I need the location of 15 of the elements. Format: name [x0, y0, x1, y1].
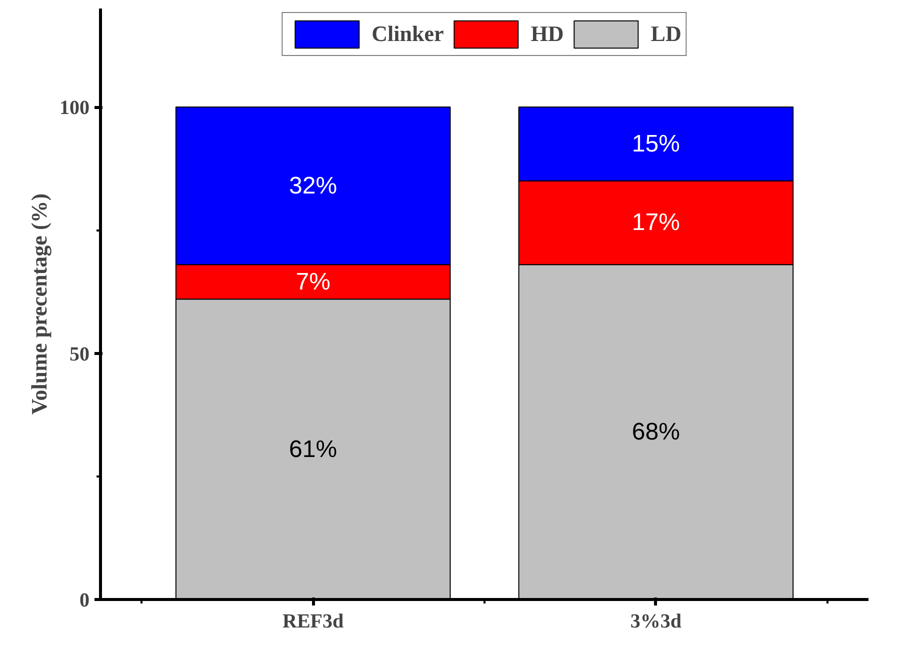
y-tick-label: 0 — [80, 590, 90, 612]
legend-label: Clinker — [372, 21, 444, 47]
legend-label: LD — [650, 21, 682, 47]
data-label: 17% — [632, 209, 680, 236]
data-label: 61% — [289, 436, 338, 463]
legend-label: HD — [530, 21, 564, 47]
data-label: 7% — [296, 268, 330, 296]
y-axis-title: Volume precentage (%) — [26, 193, 52, 415]
data-label: 32% — [289, 172, 338, 200]
x-tick-label: 3%3d — [630, 610, 682, 632]
y-tick-label: 100 — [60, 97, 90, 119]
y-tick-label: 50 — [70, 343, 90, 366]
data-label: 68% — [632, 418, 680, 446]
data-label: 15% — [632, 130, 680, 158]
x-tick-label: REF3d — [282, 610, 344, 632]
